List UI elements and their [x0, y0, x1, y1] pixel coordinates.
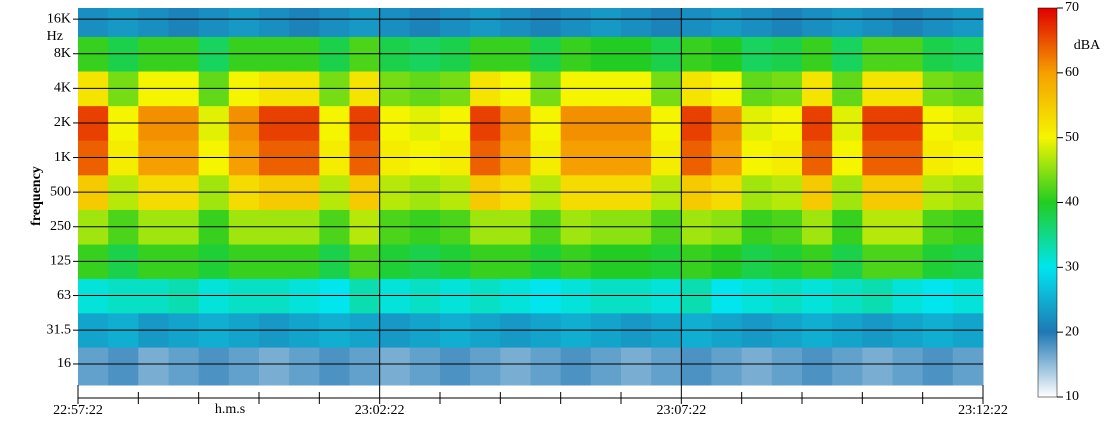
colorbar-tick-label: 60	[1065, 65, 1079, 80]
heatmap-cell	[530, 347, 562, 386]
heatmap-cell	[379, 347, 411, 386]
heatmap-cell	[198, 347, 230, 386]
y-tick-label: 250	[50, 219, 71, 234]
colorbar-tick-label: 20	[1065, 324, 1079, 339]
heatmap-cell	[952, 8, 984, 37]
x-axis-label: h.m.s	[215, 402, 245, 417]
heatmap-cell	[108, 8, 139, 37]
heatmap-cell	[771, 8, 803, 37]
heatmap-cell	[440, 8, 471, 37]
heatmap-cell	[832, 347, 863, 386]
heatmap-cell	[228, 347, 260, 386]
heatmap-cell	[349, 8, 381, 37]
heatmap-cell	[892, 8, 924, 37]
heatmap-cell	[651, 8, 682, 37]
heatmap-cell	[168, 8, 200, 37]
heatmap-cell	[349, 347, 381, 386]
x-tick-label: 23:07:22	[656, 403, 706, 418]
heatmap-cell	[198, 8, 230, 37]
y-unit-label: Hz	[47, 29, 63, 44]
heatmap-cell	[771, 347, 803, 386]
heatmap-cell	[862, 8, 893, 37]
y-tick-label: 1K	[54, 150, 71, 165]
y-tick-label: 16K	[47, 11, 71, 26]
colorbar-tick-label: 40	[1065, 195, 1079, 210]
colorbar-tick-label: 50	[1065, 130, 1079, 145]
heatmap-cell	[651, 347, 682, 386]
colorbar-tick-label: 30	[1065, 260, 1079, 275]
colorbar	[1037, 7, 1058, 398]
heatmap-cell	[711, 347, 743, 386]
x-tick-label: 22:57:22	[53, 403, 103, 418]
heatmap-cell	[621, 8, 652, 37]
x-tick-label: 23:12:22	[958, 403, 1008, 418]
colorbar-tick-label: 70	[1065, 0, 1079, 15]
heatmap-cell	[78, 8, 109, 37]
colorbar-label: dBA	[1074, 38, 1101, 53]
colorbar-tick-label: 10	[1065, 389, 1079, 404]
heatmap-cell	[138, 347, 169, 386]
heatmap-cell	[681, 347, 712, 386]
heatmap-cell	[228, 8, 260, 37]
heatmap-cell	[319, 347, 350, 386]
heatmap-cell	[409, 347, 441, 386]
heatmap-cell	[802, 8, 833, 37]
heatmap-cell	[560, 8, 592, 37]
y-tick-label: 63	[57, 288, 71, 303]
y-tick-label: 16	[57, 356, 71, 371]
heatmap-cell	[590, 8, 622, 37]
heatmap-cell	[168, 347, 200, 386]
heatmap-cell	[711, 8, 743, 37]
y-tick-label: 125	[50, 254, 71, 269]
heatmap-cell	[259, 347, 290, 386]
heatmap-cell	[108, 347, 139, 386]
heatmap	[78, 8, 984, 386]
heatmap-cell	[530, 8, 562, 37]
y-tick-label: 2K	[54, 115, 71, 130]
heatmap-cell	[741, 347, 773, 386]
heatmap-cell	[832, 8, 863, 37]
heatmap-cell	[470, 347, 501, 386]
heatmap-cell	[138, 8, 169, 37]
heatmap-cell	[319, 8, 350, 37]
y-tick-label: 500	[50, 184, 71, 199]
heatmap-cell	[379, 8, 411, 37]
heatmap-cell	[892, 347, 924, 386]
heatmap-cell	[681, 8, 712, 37]
x-tick-label: 23:02:22	[355, 403, 405, 418]
y-axis-label: frequency	[29, 166, 44, 226]
heatmap-cell	[560, 347, 592, 386]
heatmap-cell	[741, 8, 773, 37]
heatmap-cell	[440, 347, 471, 386]
heatmap-cell	[621, 347, 652, 386]
heatmap-cell	[922, 8, 954, 37]
y-tick-label: 31.5	[47, 322, 72, 337]
heatmap-cell	[862, 347, 893, 386]
heatmap-cell	[289, 8, 320, 37]
heatmap-cell	[802, 347, 833, 386]
heatmap-cell	[470, 8, 501, 37]
y-tick-label: 8K	[54, 46, 71, 61]
heatmap-cell	[500, 8, 531, 37]
heatmap-cell	[590, 347, 622, 386]
heatmap-cell	[289, 347, 320, 386]
heatmap-cell	[922, 347, 954, 386]
y-tick-label: 4K	[54, 81, 71, 96]
heatmap-cell	[952, 347, 984, 386]
heatmap-cell	[500, 347, 531, 386]
heatmap-cell	[409, 8, 441, 37]
heatmap-cell	[78, 347, 109, 386]
heatmap-cell	[259, 8, 290, 37]
